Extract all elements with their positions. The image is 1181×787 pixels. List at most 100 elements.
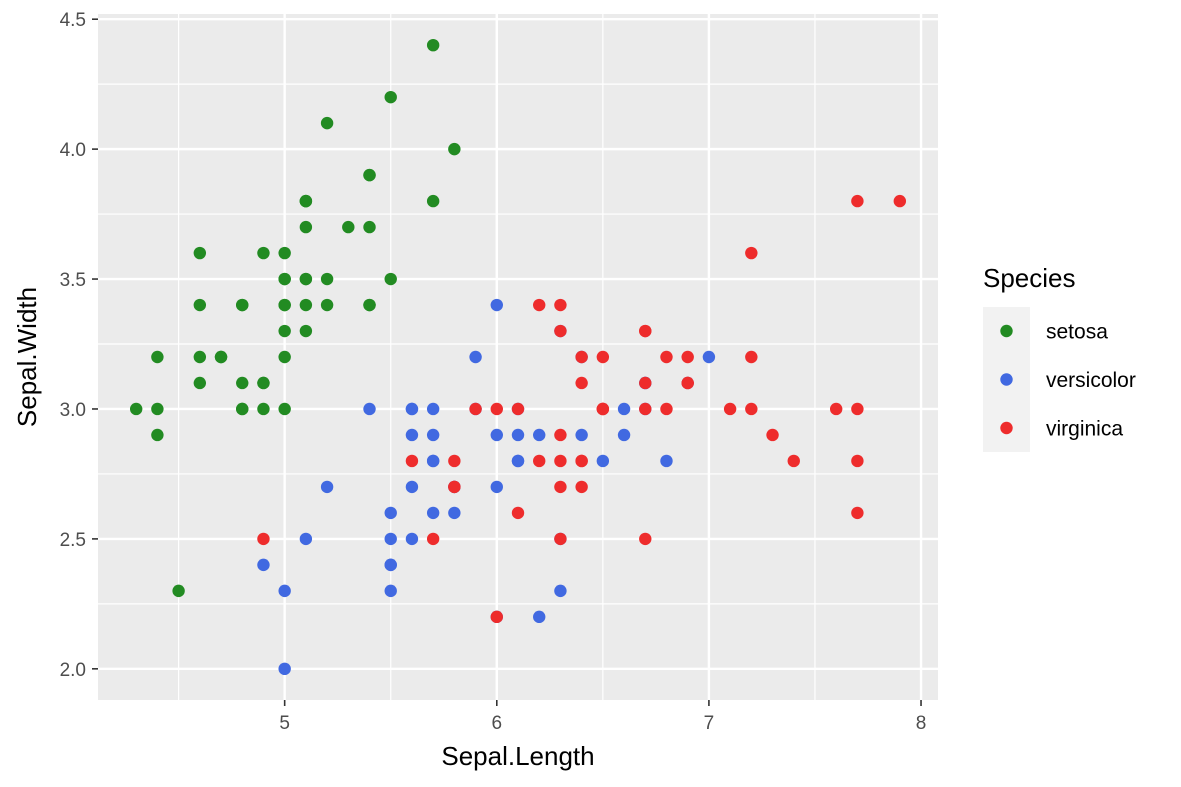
y-tick-label: 3.5 xyxy=(60,270,86,291)
data-point-versicolor xyxy=(405,532,419,546)
data-point-virginica xyxy=(554,532,567,546)
data-point-versicolor xyxy=(257,558,270,572)
data-point-virginica xyxy=(596,402,610,416)
data-point-virginica xyxy=(829,402,843,416)
x-tick-label: 5 xyxy=(279,713,290,734)
data-point-virginica xyxy=(554,298,567,312)
data-point-virginica xyxy=(426,532,440,546)
y-tick-label: 2.0 xyxy=(60,660,86,681)
data-point-versicolor xyxy=(426,506,440,520)
data-point-virginica xyxy=(596,350,610,364)
data-point-setosa xyxy=(129,402,143,416)
data-point-virginica xyxy=(554,480,567,494)
legend-label-versicolor: versicolor xyxy=(1046,369,1136,392)
data-point-virginica xyxy=(681,350,694,364)
data-point-virginica xyxy=(639,532,652,546)
data-point-setosa xyxy=(257,402,270,416)
data-point-setosa xyxy=(278,350,291,364)
data-point-versicolor xyxy=(405,480,419,494)
legend-key-setosa xyxy=(1000,324,1013,338)
data-point-setosa xyxy=(257,376,270,390)
data-point-versicolor xyxy=(278,662,291,676)
data-point-virginica xyxy=(511,402,525,416)
data-point-virginica xyxy=(448,480,461,494)
legend-label-setosa: setosa xyxy=(1046,321,1108,344)
data-point-virginica xyxy=(469,402,482,416)
data-point-virginica xyxy=(787,454,800,468)
data-point-setosa xyxy=(363,298,376,312)
data-point-virginica xyxy=(490,610,503,624)
data-point-versicolor xyxy=(660,454,673,468)
data-point-versicolor xyxy=(384,558,397,572)
data-point-virginica xyxy=(681,376,694,390)
data-point-setosa xyxy=(172,584,185,598)
data-point-setosa xyxy=(299,324,313,338)
data-point-versicolor xyxy=(405,402,419,416)
data-point-virginica xyxy=(490,402,503,416)
data-point-versicolor xyxy=(575,428,588,442)
data-point-setosa xyxy=(278,298,291,312)
data-point-virginica xyxy=(851,194,864,208)
data-point-setosa xyxy=(193,298,207,312)
legend-key-versicolor xyxy=(1000,373,1013,386)
x-axis: 5 6 7 8 xyxy=(279,700,926,734)
data-point-virginica xyxy=(533,298,546,312)
data-point-versicolor xyxy=(426,428,440,442)
data-point-virginica xyxy=(639,402,652,416)
data-point-setosa xyxy=(193,246,207,260)
data-point-setosa xyxy=(278,324,291,338)
data-point-setosa xyxy=(299,220,313,234)
data-point-setosa xyxy=(151,350,164,364)
data-point-virginica xyxy=(554,428,567,442)
data-point-setosa xyxy=(320,298,334,312)
data-point-setosa xyxy=(363,220,376,234)
data-point-setosa xyxy=(320,116,334,130)
data-point-versicolor xyxy=(426,402,440,416)
data-point-virginica xyxy=(554,454,567,468)
data-point-setosa xyxy=(426,38,440,52)
data-point-versicolor xyxy=(405,428,419,442)
data-point-setosa xyxy=(384,90,397,104)
data-point-virginica xyxy=(533,454,546,468)
data-point-setosa xyxy=(257,246,270,260)
plot-panel xyxy=(98,14,938,700)
data-point-virginica xyxy=(448,454,461,468)
data-point-virginica xyxy=(851,454,864,468)
data-point-versicolor xyxy=(702,350,716,364)
data-point-virginica xyxy=(575,350,588,364)
x-tick-label: 8 xyxy=(916,713,927,734)
data-point-setosa xyxy=(214,350,228,364)
data-point-virginica xyxy=(851,506,864,520)
data-point-versicolor xyxy=(363,402,376,416)
data-point-versicolor xyxy=(469,350,482,364)
data-point-setosa xyxy=(278,246,291,260)
legend-label-virginica: virginica xyxy=(1046,418,1123,441)
data-point-setosa xyxy=(448,142,461,156)
legend: Species setosa versicolor virginica xyxy=(983,263,1136,452)
data-point-setosa xyxy=(426,194,440,208)
y-tick-label: 2.5 xyxy=(60,530,86,551)
data-point-setosa xyxy=(151,428,164,442)
data-point-setosa xyxy=(236,376,249,390)
x-axis-title: Sepal.Length xyxy=(441,741,594,771)
data-point-virginica xyxy=(723,402,737,416)
data-point-versicolor xyxy=(554,584,567,598)
data-point-versicolor xyxy=(384,584,397,598)
data-point-setosa xyxy=(363,168,376,182)
x-tick-label: 7 xyxy=(704,713,715,734)
data-point-versicolor xyxy=(490,298,503,312)
data-point-virginica xyxy=(639,324,652,338)
data-point-setosa xyxy=(236,298,249,312)
legend-key-virginica xyxy=(1000,421,1013,435)
data-point-versicolor xyxy=(299,532,313,546)
data-point-versicolor xyxy=(384,532,397,546)
data-point-setosa xyxy=(193,350,207,364)
data-point-versicolor xyxy=(320,480,334,494)
data-point-virginica xyxy=(257,532,270,546)
data-point-virginica xyxy=(511,506,525,520)
y-tick-label: 4.5 xyxy=(60,10,86,31)
data-points xyxy=(129,38,907,676)
data-point-virginica xyxy=(745,246,758,260)
data-point-setosa xyxy=(278,272,291,286)
